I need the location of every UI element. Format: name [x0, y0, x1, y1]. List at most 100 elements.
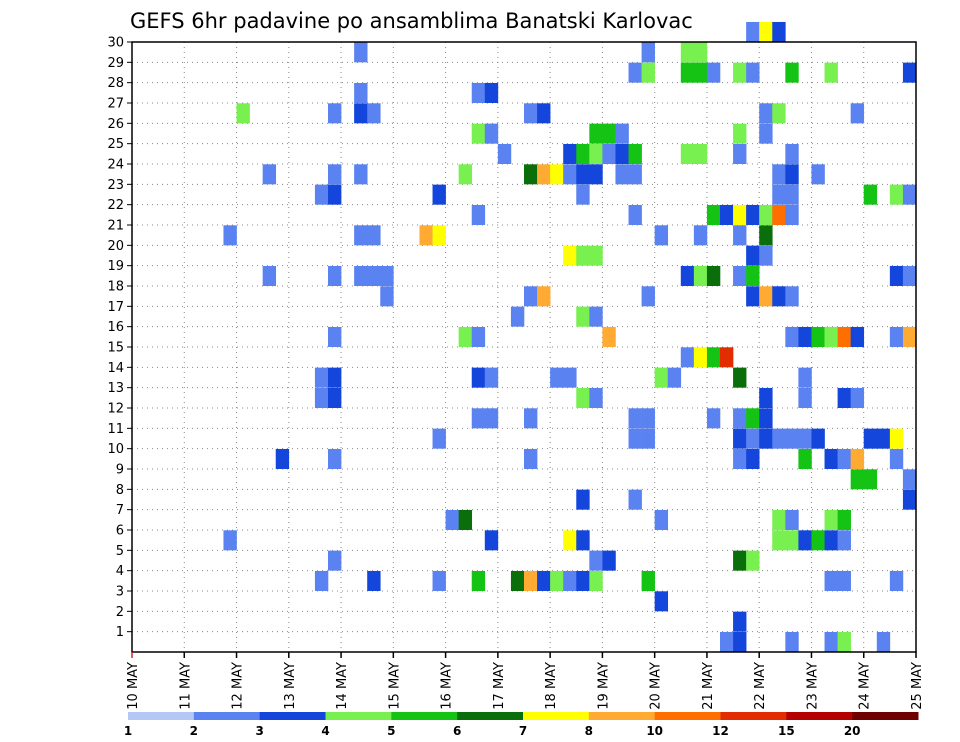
heatmap-cell — [510, 306, 525, 327]
heatmap-cell — [576, 143, 590, 164]
heatmap-cell — [354, 265, 368, 286]
heatmap-cell — [837, 509, 851, 530]
heatmap-cell — [733, 62, 747, 83]
y-tick-label: 1 — [116, 625, 124, 640]
heatmap-cell — [628, 428, 642, 449]
y-axis: 1234567891011121314151617181920212223242… — [107, 36, 132, 640]
heatmap-cell — [537, 164, 551, 185]
y-tick-label: 20 — [107, 239, 124, 254]
colorbar-swatch — [193, 712, 261, 720]
heatmap-cell — [902, 184, 917, 205]
heatmap-cell — [563, 143, 577, 164]
colorbar-swatch — [588, 712, 656, 720]
heatmap-cell — [863, 428, 878, 449]
heatmap-cell — [889, 570, 904, 591]
heatmap-cell — [759, 428, 773, 449]
heatmap-cell — [837, 570, 851, 591]
heatmap-cell — [628, 489, 642, 510]
colorbar-label: 6 — [453, 724, 461, 738]
x-tick-label: 15 MAY — [387, 662, 402, 710]
heatmap-cell — [746, 21, 760, 42]
y-tick-label: 23 — [107, 178, 124, 193]
y-tick-label: 12 — [107, 402, 124, 417]
heatmap-cell — [262, 265, 277, 286]
x-tick-label: 23 MAY — [805, 662, 820, 710]
heatmap-cell — [471, 82, 486, 103]
y-tick-label: 21 — [107, 219, 124, 234]
heatmap-cell — [693, 62, 708, 83]
heatmap-cell — [589, 123, 603, 144]
chart-title: GEFS 6hr padavine po ansamblima Banatski… — [130, 9, 693, 33]
heatmap-cell — [602, 550, 616, 571]
heatmap-cell — [589, 550, 603, 571]
heatmap-cell — [772, 428, 786, 449]
heatmap-cell — [889, 326, 904, 347]
heatmap-cell — [798, 367, 812, 388]
heatmap-cell — [746, 448, 760, 469]
heatmap-cell — [537, 286, 551, 307]
heatmap-cell — [537, 570, 551, 591]
heatmap-cell — [733, 204, 747, 225]
heatmap-cell — [772, 530, 786, 551]
heatmap-cell — [367, 265, 381, 286]
heatmap-cell — [889, 265, 904, 286]
x-tick-label: 10 MAY — [126, 662, 141, 710]
colorbar-label: 10 — [646, 724, 663, 738]
heatmap-cell — [667, 367, 682, 388]
heatmap-cell — [550, 367, 564, 388]
heatmap-cell — [576, 489, 590, 510]
heatmap-cell — [524, 570, 538, 591]
heatmap-cell — [785, 631, 799, 652]
heatmap-cell — [445, 509, 459, 530]
heatmap-cell — [589, 164, 603, 185]
heatmap-cell — [354, 42, 368, 63]
y-tick-label: 17 — [107, 300, 124, 315]
heatmap-cell — [328, 550, 342, 571]
heatmap-cell — [772, 286, 786, 307]
heatmap-cell — [733, 448, 747, 469]
heatmap-cell — [733, 611, 747, 632]
colorbar-label: 2 — [190, 724, 198, 738]
heatmap-cell — [785, 164, 799, 185]
y-tick-label: 9 — [116, 463, 124, 478]
heatmap-cell — [314, 184, 329, 205]
x-tick-label: 18 MAY — [544, 662, 559, 710]
colorbar-label: 5 — [387, 724, 395, 738]
heatmap-cell — [367, 103, 381, 124]
heatmap-cell — [602, 123, 616, 144]
heatmap-cell — [419, 225, 433, 246]
heatmap-cell — [615, 164, 629, 185]
colorbar-swatch — [128, 712, 195, 720]
heatmap-cell — [785, 204, 799, 225]
heatmap-cell — [733, 367, 747, 388]
heatmap-cell — [380, 265, 394, 286]
colorbar-swatch — [852, 712, 919, 720]
heatmap-cell — [811, 428, 825, 449]
heatmap-cell — [746, 204, 760, 225]
y-tick-label: 10 — [107, 442, 124, 457]
heatmap-cell — [314, 387, 329, 408]
colorbar-swatch — [259, 712, 326, 720]
heatmap-cell — [628, 143, 642, 164]
heatmap-cell — [628, 164, 642, 185]
heatmap-cell — [733, 143, 747, 164]
y-tick-label: 16 — [107, 320, 124, 335]
heatmap-cell — [563, 530, 577, 551]
heatmap-cell — [432, 428, 446, 449]
heatmap-cell — [654, 225, 669, 246]
colorbar-label: 8 — [585, 724, 593, 738]
colorbar-label: 1 — [124, 724, 132, 738]
heatmap-cell — [524, 408, 538, 429]
heatmap-cell — [850, 326, 865, 347]
colorbar-label: 3 — [255, 724, 263, 738]
x-tick-label: 14 MAY — [335, 662, 350, 710]
heatmap-cell — [524, 286, 538, 307]
heatmap-cell — [733, 123, 747, 144]
heatmap-cell — [458, 164, 473, 185]
heatmap-cell — [720, 631, 734, 652]
y-tick-label: 15 — [107, 341, 124, 356]
heatmap-cell — [328, 184, 342, 205]
heatmap-cell — [759, 123, 773, 144]
y-tick-label: 29 — [107, 56, 124, 71]
heatmap-cell — [314, 367, 329, 388]
